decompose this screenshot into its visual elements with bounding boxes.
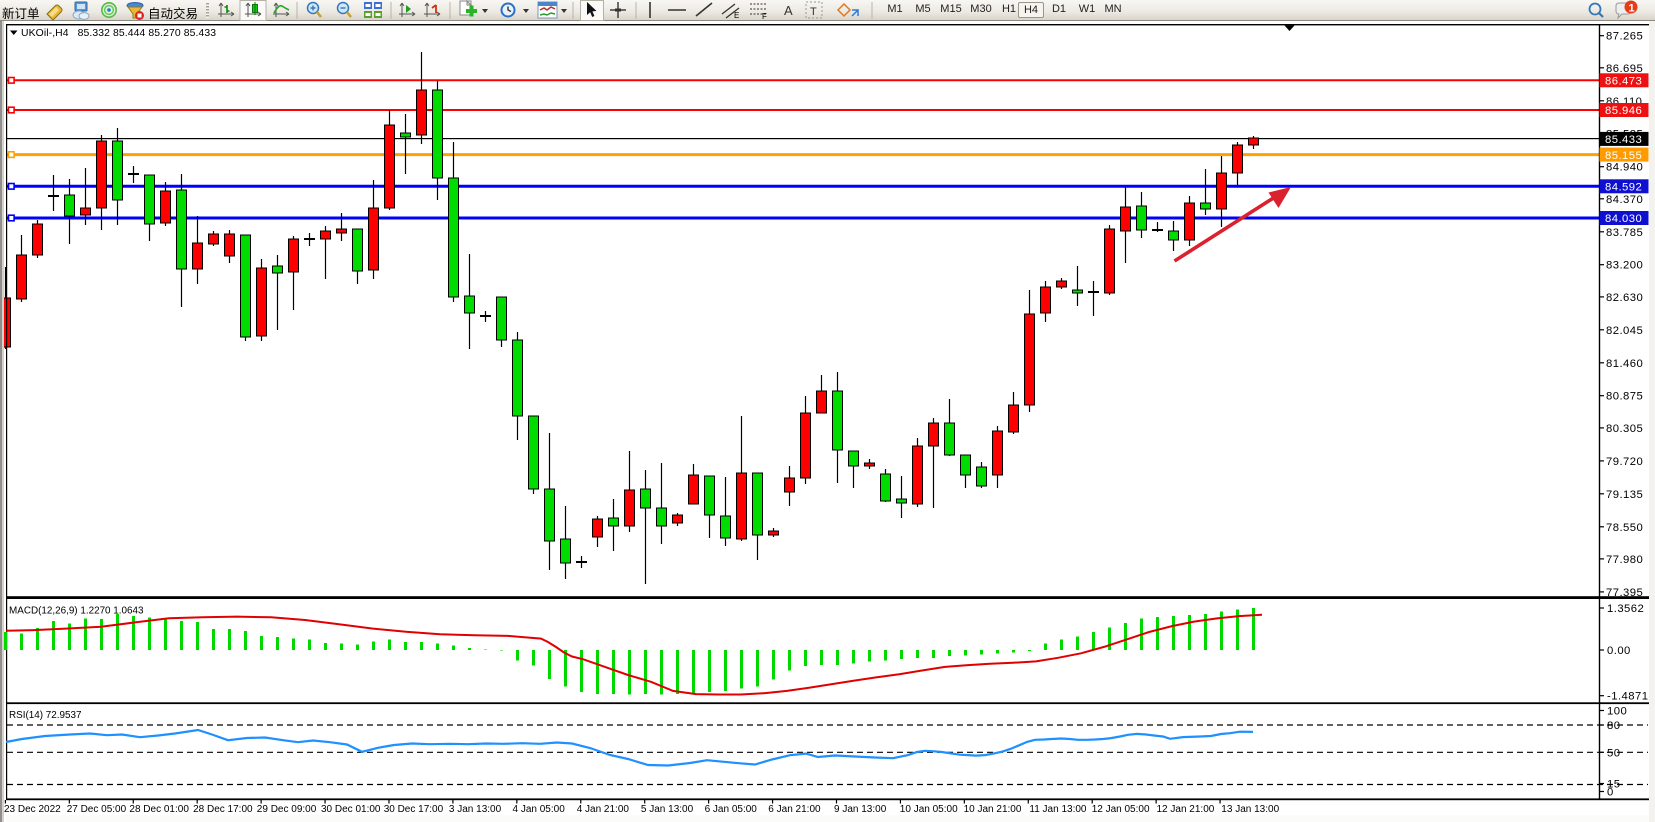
svg-text:85.946: 85.946 [1605,105,1642,117]
svg-text:83.200: 83.200 [1606,260,1643,272]
svg-text:-1.4871: -1.4871 [1607,691,1648,703]
svg-text:28 Dec 17:00: 28 Dec 17:00 [193,804,253,815]
svg-text:82.045: 82.045 [1606,325,1643,337]
svg-text:1: 1 [1629,3,1635,15]
svg-text:15: 15 [1607,779,1620,791]
svg-text:12 Jan 21:00: 12 Jan 21:00 [1157,804,1215,815]
svg-text:27 Dec 05:00: 27 Dec 05:00 [67,804,127,815]
svg-text:100: 100 [1607,706,1627,718]
svg-text:77.980: 77.980 [1606,554,1643,566]
svg-text:F: F [762,12,767,21]
svg-text:3 Jan 13:00: 3 Jan 13:00 [449,804,502,815]
svg-text:79.135: 79.135 [1606,489,1643,501]
svg-text:85.155: 85.155 [1605,150,1642,162]
svg-text:4 Jan 05:00: 4 Jan 05:00 [513,804,566,815]
svg-text:A: A [784,3,793,18]
svg-text:84.370: 84.370 [1606,194,1643,206]
svg-text:86.473: 86.473 [1605,76,1642,88]
svg-text:9 Jan 13:00: 9 Jan 13:00 [834,804,887,815]
svg-text:30 Dec 17:00: 30 Dec 17:00 [384,804,444,815]
svg-text:6 Jan 05:00: 6 Jan 05:00 [705,804,758,815]
svg-text:13 Jan 13:00: 13 Jan 13:00 [1221,804,1279,815]
svg-text:UKOil-,H4 85.332 85.444 85.2: UKOil-,H4 85.332 85.444 85.270 85.433 [21,28,216,39]
svg-text:85.433: 85.433 [1605,134,1642,146]
svg-text:50: 50 [1607,747,1620,759]
svg-text:30 Dec 01:00: 30 Dec 01:00 [321,804,381,815]
svg-text:0.00: 0.00 [1607,645,1631,657]
svg-text:78.550: 78.550 [1606,522,1643,534]
svg-text:11 Jan 13:00: 11 Jan 13:00 [1029,804,1087,815]
svg-text:4 Jan 21:00: 4 Jan 21:00 [577,804,630,815]
svg-text:10 Jan 21:00: 10 Jan 21:00 [964,804,1022,815]
svg-text:RSI(14) 72.9537: RSI(14) 72.9537 [9,710,81,721]
svg-text:82.630: 82.630 [1606,292,1643,304]
svg-text:84.030: 84.030 [1605,213,1642,225]
svg-text:80: 80 [1607,720,1620,732]
svg-text:29 Dec 09:00: 29 Dec 09:00 [257,804,317,815]
svg-text:80.305: 80.305 [1606,423,1643,435]
svg-text:12 Jan 05:00: 12 Jan 05:00 [1092,804,1150,815]
svg-text:77.395: 77.395 [1606,587,1643,599]
svg-text:MACD(12,26,9) 1.2270 1.0643: MACD(12,26,9) 1.2270 1.0643 [9,606,144,617]
svg-text:86.695: 86.695 [1606,63,1643,75]
svg-text:28 Dec 01:00: 28 Dec 01:00 [129,804,189,815]
svg-text:87.265: 87.265 [1606,31,1643,43]
svg-text:79.720: 79.720 [1606,456,1643,468]
svg-text:1.3562: 1.3562 [1607,603,1644,615]
svg-text:10 Jan 05:00: 10 Jan 05:00 [900,804,958,815]
svg-text:81.460: 81.460 [1606,358,1643,370]
svg-text:83.785: 83.785 [1606,227,1643,239]
svg-text:5 Jan 13:00: 5 Jan 13:00 [641,804,694,815]
svg-text:T: T [810,6,817,18]
svg-text:84.592: 84.592 [1605,182,1642,194]
svg-text:23 Dec 2022: 23 Dec 2022 [4,804,61,815]
svg-text:6 Jan 21:00: 6 Jan 21:00 [768,804,821,815]
svg-text:E: E [734,11,739,20]
svg-text:80.875: 80.875 [1606,391,1643,403]
svg-text:84.940: 84.940 [1606,162,1643,174]
svg-text:0: 0 [1607,787,1614,799]
